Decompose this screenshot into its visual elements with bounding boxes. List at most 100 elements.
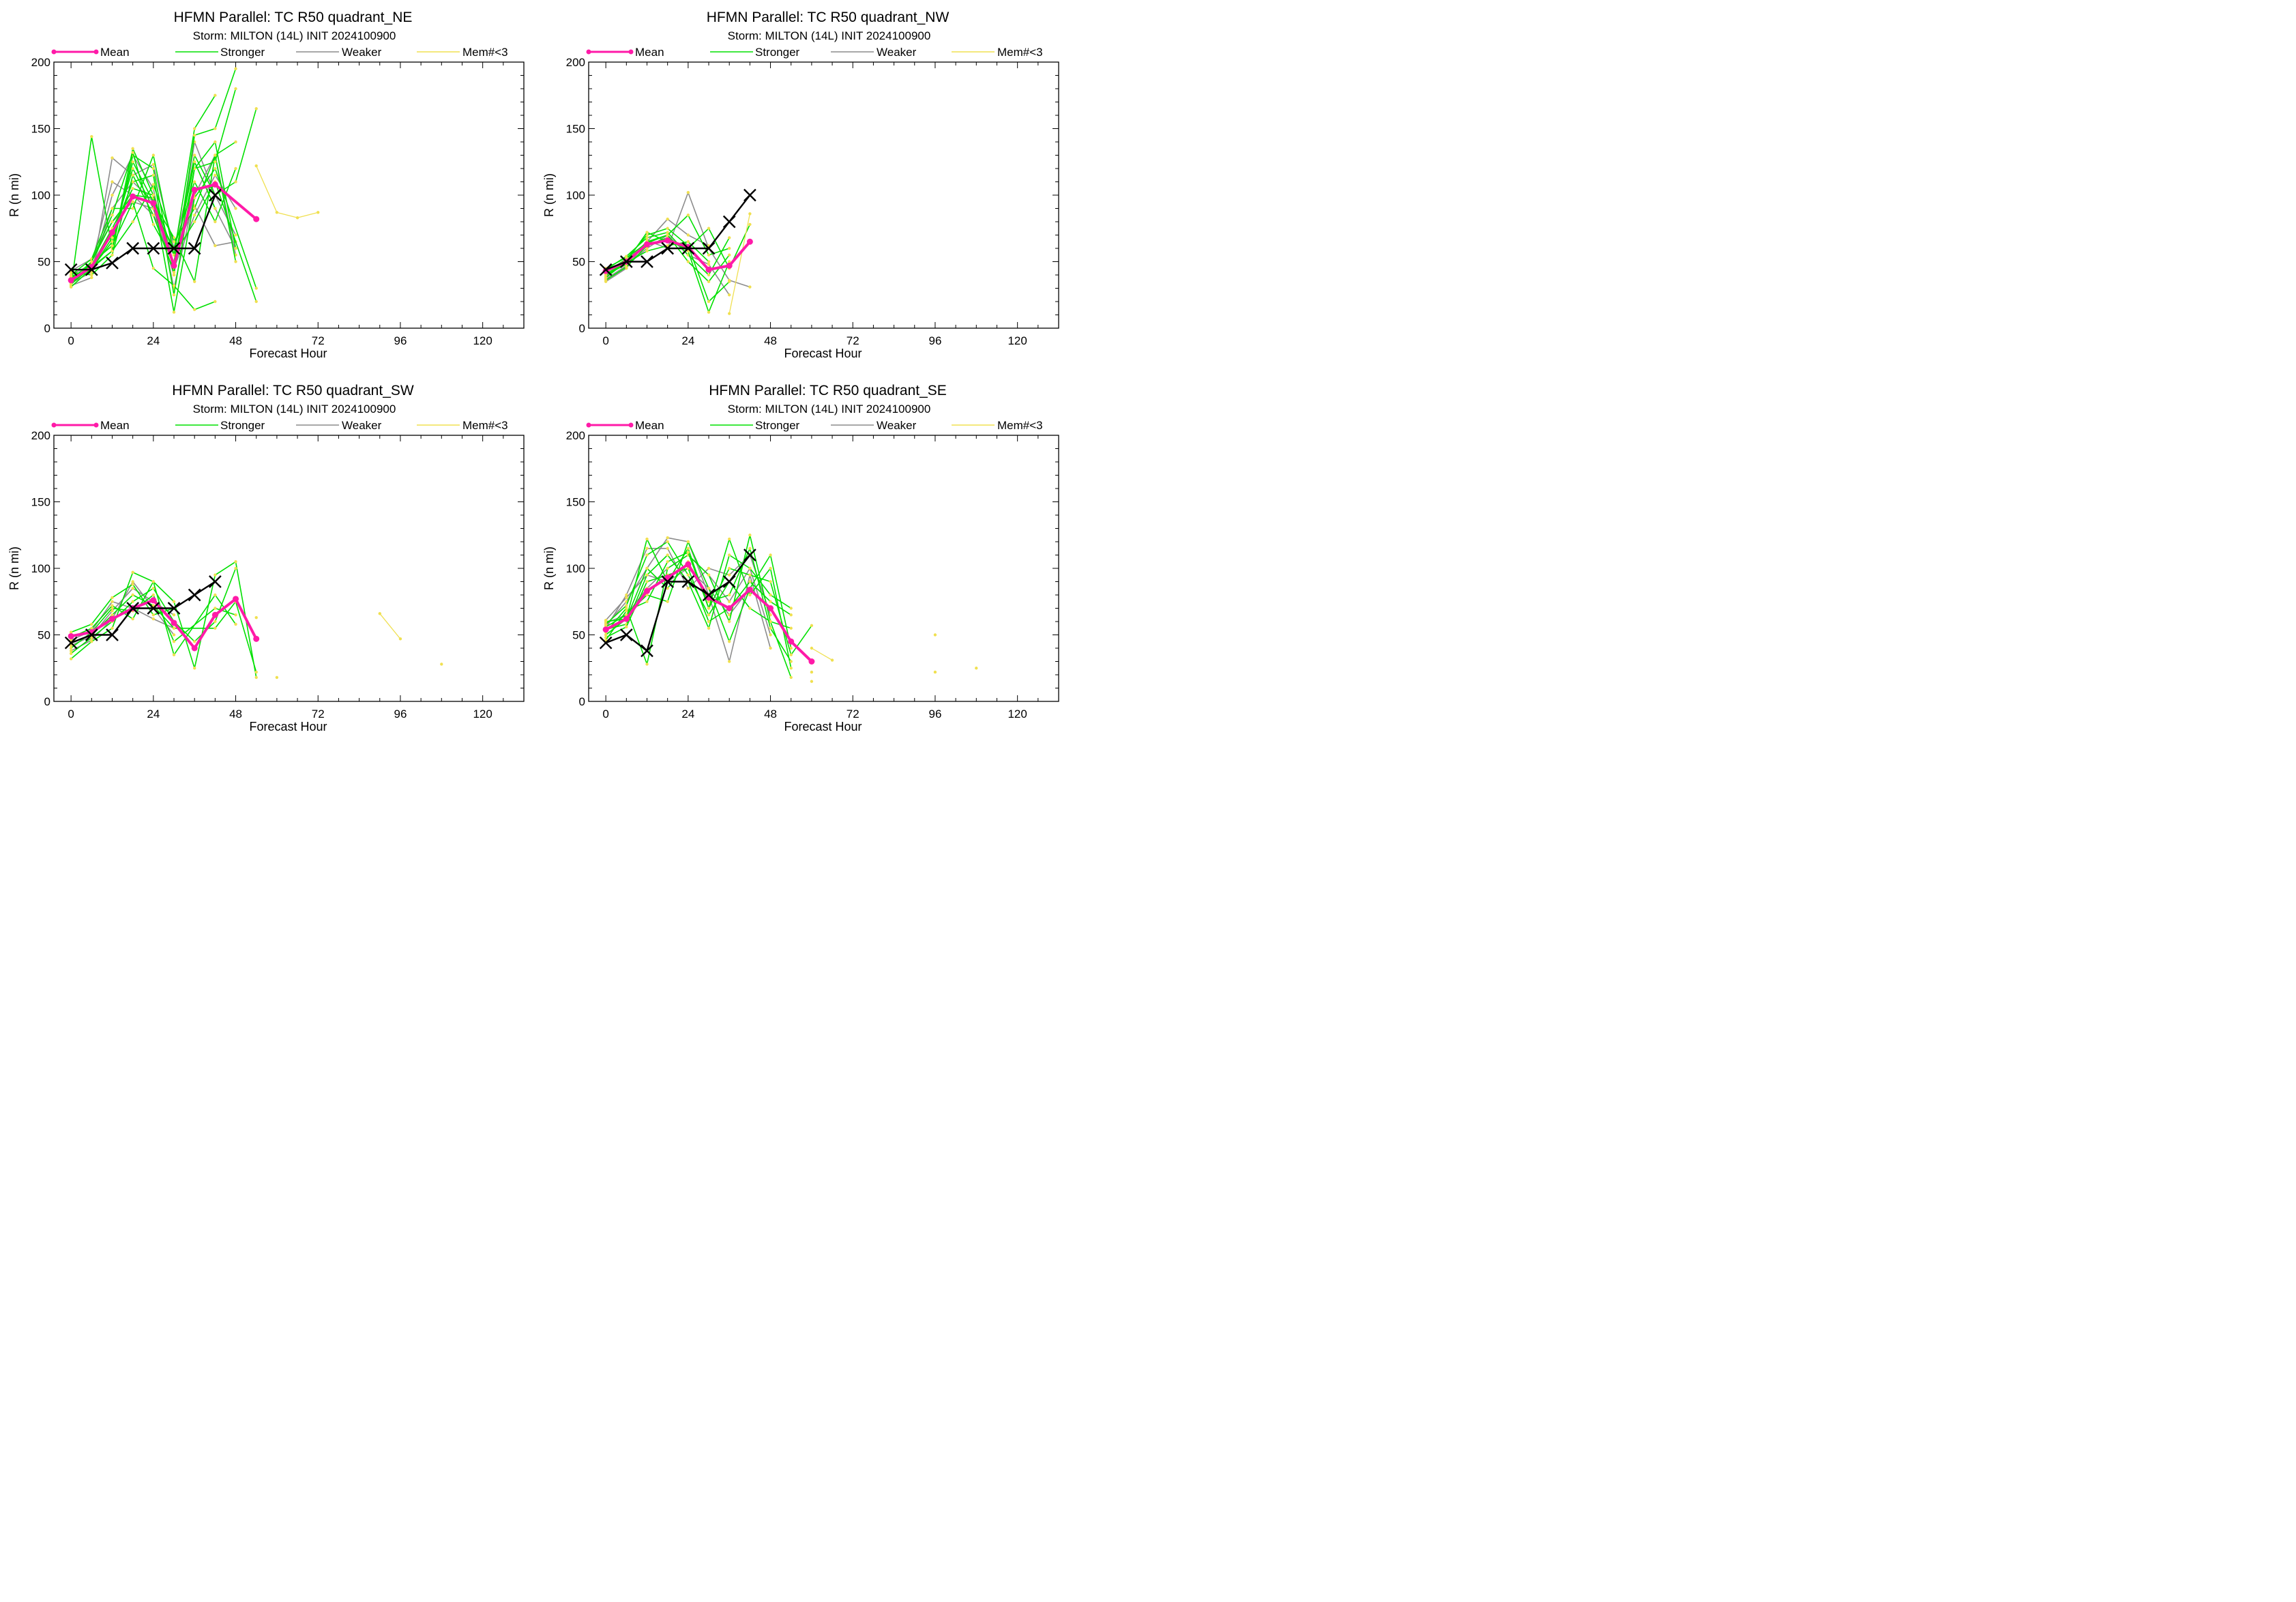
mean-point [705, 266, 712, 273]
weaker-member-point [192, 214, 196, 217]
stronger-member-point [69, 285, 73, 289]
stronger-member-point [234, 246, 237, 250]
y-axis-label: R (n mi) [8, 547, 21, 590]
weaker-member-point [111, 600, 114, 603]
stronger-member-point [769, 593, 772, 597]
stronger-member-point [69, 657, 73, 660]
stronger-member-point [645, 573, 649, 577]
stronger-member-point [727, 553, 731, 557]
stronger-member-point [707, 620, 711, 624]
stronger-member-point [111, 207, 114, 210]
stronger-member-point [131, 200, 134, 203]
stronger-member-point [666, 553, 669, 557]
mean-point [108, 615, 115, 622]
x-tick-label: 72 [312, 334, 325, 347]
stronger-member-point [604, 633, 608, 637]
stronger-member-line [70, 583, 175, 633]
stronger-member-point [707, 607, 711, 610]
stronger-member-point [645, 566, 649, 570]
official-point-stroke [209, 188, 222, 202]
weaker-member-point [151, 617, 156, 621]
x-axis-label: Forecast Hour [249, 720, 327, 733]
stronger-member-point [748, 547, 752, 550]
official-point [106, 257, 119, 270]
official-point [641, 255, 653, 268]
stronger-member-point [748, 566, 752, 570]
weaker-member-point [69, 643, 73, 647]
stronger-member-point [254, 287, 258, 290]
y-tick-label: 50 [572, 256, 585, 269]
stronger-member-point [111, 253, 114, 257]
weaker-member-point [727, 660, 731, 663]
stronger-member-point [192, 134, 196, 137]
official-point-stroke [702, 588, 716, 602]
stronger-member-point [666, 233, 669, 237]
stronger-member-point [234, 560, 237, 564]
official-point-stroke [147, 602, 160, 615]
official-point-stroke [722, 575, 736, 588]
x-axis-label: Forecast Hour [784, 720, 862, 733]
stronger-member-point [151, 580, 156, 583]
official-point-stroke [85, 628, 98, 641]
few-member-point [398, 637, 402, 641]
stronger-member-point [192, 207, 196, 210]
official-point-stroke [681, 575, 695, 588]
stronger-member-point [234, 180, 237, 184]
y-tick-label: 200 [566, 429, 585, 442]
chart-subtitle: Storm: MILTON (14L) INIT 2024100900 [193, 29, 396, 42]
stronger-member-point [645, 231, 649, 234]
stronger-member-point [666, 566, 669, 570]
stronger-member-point [727, 260, 731, 263]
x-tick-label: 72 [312, 708, 325, 720]
stronger-member-point [234, 67, 237, 70]
official-point [126, 242, 140, 255]
few-member-point [275, 675, 279, 680]
stronger-member-point [151, 267, 156, 270]
y-tick-label: 150 [566, 123, 585, 136]
official-point-stroke [641, 255, 653, 268]
stronger-member-point [131, 151, 134, 154]
official-point [106, 628, 119, 641]
y-tick-label: 100 [31, 562, 50, 575]
stronger-member-point [625, 607, 628, 610]
stronger-member-point [90, 135, 93, 139]
stronger-member-point [254, 670, 258, 674]
weaker-member-point [727, 613, 731, 617]
stronger-member-point [214, 154, 217, 157]
official-point [702, 242, 716, 255]
stronger-member-point [604, 620, 608, 624]
y-tick-label: 0 [44, 695, 50, 708]
stronger-member-point [707, 626, 711, 630]
weaker-member-point [748, 285, 752, 289]
mean-point [191, 186, 198, 193]
stronger-member-point [111, 604, 114, 607]
stronger-member-point [214, 220, 217, 224]
few-member-line [811, 647, 833, 661]
official-point [147, 602, 160, 615]
mean-point [211, 611, 218, 618]
mean-point [685, 561, 692, 568]
x-tick-label: 96 [928, 708, 941, 720]
stronger-member-point [90, 273, 93, 277]
stronger-member-point [234, 622, 237, 626]
official-point-stroke [209, 575, 222, 588]
figure: HFMN Parallel: TC R50 quadrant_NE Storm: … [0, 0, 1070, 746]
official-point-stroke [126, 242, 140, 255]
official-point-stroke [64, 636, 78, 650]
chart-panel-4: HFMN Parallel: TC R50 quadrant_SE Storm: … [542, 383, 1059, 733]
stronger-member-point [69, 652, 73, 655]
legend-marker-mean [628, 422, 634, 428]
legend-label-mean: Mean [635, 419, 664, 432]
official-point-stroke [126, 602, 140, 615]
stronger-member-point [727, 640, 731, 643]
official-point [126, 602, 140, 615]
stronger-member-point [707, 573, 711, 577]
weaker-member-point [769, 613, 772, 617]
weaker-member-point [686, 587, 690, 590]
stronger-member-point [214, 607, 217, 610]
official-point [702, 588, 716, 602]
stronger-member-point [789, 660, 793, 663]
mean-point [253, 216, 260, 222]
plot-area [599, 188, 756, 315]
x-tick-label: 120 [1007, 708, 1027, 720]
